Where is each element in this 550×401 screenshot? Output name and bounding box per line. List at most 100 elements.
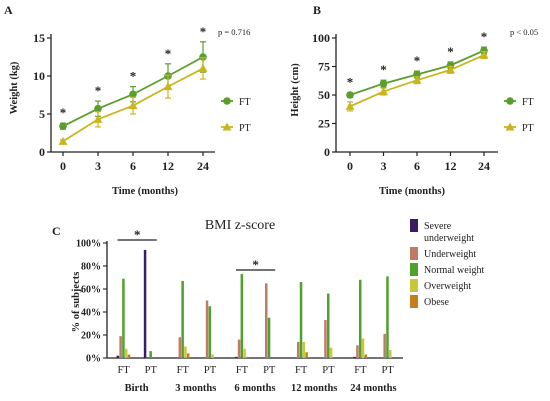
bmi-bar-normal-weight xyxy=(240,274,244,358)
bmi-bar-overweight xyxy=(302,341,306,358)
bmi-bar-overweight xyxy=(389,349,392,358)
bmi-bar-severe-underweight xyxy=(116,355,120,358)
bmi-bar-normal-weight xyxy=(267,317,271,358)
bmi-legend-swatch-severe-underweight xyxy=(410,219,418,232)
bmi-bar-underweight xyxy=(178,337,182,358)
bmi-chart: 0% 20% 40% 60% 80% 100% FT PT Birth FT PT 3 months F… xyxy=(76,219,484,394)
weight-x-tick-label: 0 xyxy=(60,159,66,173)
height-pt-point xyxy=(379,87,388,96)
bmi-bar-overweight xyxy=(329,347,333,358)
height-significance-star: * xyxy=(380,62,387,77)
weight-significance-star: * xyxy=(130,69,137,84)
bmi-bar-obese xyxy=(364,354,368,358)
height-y-tick-label: 0 xyxy=(324,145,330,159)
weight-x-tick-label: 6 xyxy=(130,159,136,173)
height-y-axis-title: Height (cm) xyxy=(290,63,301,117)
weight-legend-ft-label: FT xyxy=(239,97,251,108)
bmi-bar-overweight xyxy=(243,348,246,358)
weight-pt-point xyxy=(58,136,68,145)
height-x-tick-label: 6 xyxy=(414,159,420,173)
height-ft-point xyxy=(379,79,388,88)
bmi-significance-star: * xyxy=(134,227,141,242)
bmi-subgroup-label: PT xyxy=(381,365,394,376)
height-pt-point xyxy=(479,50,489,59)
bmi-subgroup-label: FT xyxy=(354,365,367,376)
bmi-bar-severe-underweight xyxy=(234,356,238,358)
height-legend-pt-marker xyxy=(505,122,515,131)
bmi-subgroup-label: PT xyxy=(263,365,276,376)
bmi-chart-title: BMI z-score xyxy=(205,218,275,233)
bmi-bar-underweight xyxy=(356,345,359,358)
bmi-significance-star: * xyxy=(252,257,259,272)
height-legend-pt-label: PT xyxy=(522,123,534,134)
bmi-bar-normal-weight xyxy=(149,351,152,358)
weight-x-tick-label: 12 xyxy=(162,159,174,173)
height-significance-star: * xyxy=(414,53,421,68)
bmi-legend-swatch-normal-weight xyxy=(410,263,418,276)
height-x-tick-label: 3 xyxy=(381,159,387,173)
bmi-bar-normal-weight xyxy=(208,306,212,358)
weight-y-tick-label: 0 xyxy=(39,145,45,159)
weight-significance-star: * xyxy=(60,105,67,120)
height-significance-star: * xyxy=(481,29,488,44)
bmi-subgroup-label: PT xyxy=(322,365,335,376)
bmi-bar-normal-weight xyxy=(122,278,125,358)
bmi-legend-label-severe-underweight: Severe underweight xyxy=(424,221,474,244)
bmi-group-label: 12 months xyxy=(291,383,337,394)
bmi-bar-underweight xyxy=(205,300,209,358)
height-y-tick-label: 75 xyxy=(318,60,330,74)
bmi-bar-normal-weight xyxy=(358,279,362,358)
weight-pt-point xyxy=(128,101,138,110)
bmi-bar-obese xyxy=(127,354,131,358)
bmi-bar-normal-weight xyxy=(299,282,303,358)
weight-x-tick-label: 24 xyxy=(197,159,209,173)
bmi-bar-overweight xyxy=(124,348,128,358)
bmi-bar-underweight xyxy=(237,339,241,358)
bmi-bar-obese xyxy=(305,352,308,358)
bmi-bar-obese xyxy=(246,356,249,358)
bmi-legend-swatch-overweight xyxy=(410,279,418,292)
height-x-tick-label: 0 xyxy=(347,159,353,173)
weight-ft-point xyxy=(94,104,102,113)
bmi-group-label: 24 months xyxy=(350,383,396,394)
weight-pt-point xyxy=(198,63,208,72)
bmi-subgroup-label: FT xyxy=(117,365,130,376)
height-pt-point xyxy=(446,65,455,74)
bmi-subgroup-label: PT xyxy=(204,365,217,376)
height-pt-point xyxy=(345,101,355,110)
bmi-bar-underweight xyxy=(296,341,300,358)
height-chart: 0 25 50 75 100 0 3 6 12 24 * * * * * FT PT xyxy=(312,29,534,173)
bmi-legend-label-overweight: Overweight xyxy=(424,281,471,292)
bmi-bar-overweight xyxy=(184,346,187,358)
height-ft-point xyxy=(480,46,488,55)
height-y-tick-label: 50 xyxy=(318,88,330,102)
weight-ft-point xyxy=(59,122,67,130)
bmi-bar-underweight xyxy=(265,283,268,358)
bmi-subgroup-label: FT xyxy=(295,365,308,376)
bmi-y-tick-label: 80% xyxy=(81,262,101,273)
weight-x-tick-label: 3 xyxy=(95,159,101,173)
bmi-y-axis-title: % of subjects xyxy=(71,272,82,333)
panel-c-letter: C xyxy=(52,224,61,238)
bmi-legend-label-obese: Obese xyxy=(424,297,450,308)
panel-a-letter: A xyxy=(4,3,13,17)
weight-significance-star: * xyxy=(200,24,207,39)
bmi-bar-obese xyxy=(186,353,190,358)
weight-pt-point xyxy=(93,114,103,123)
height-ft-point xyxy=(346,91,354,99)
bmi-y-tick-label: 100% xyxy=(76,239,101,250)
weight-p-value: p = 0.716 xyxy=(218,27,250,37)
weight-legend-ft-marker xyxy=(223,97,231,105)
height-legend-ft-marker xyxy=(506,97,514,105)
bmi-bar-normal-weight xyxy=(327,293,330,358)
bmi-legend-label-underweight: Underweight xyxy=(424,249,476,260)
bmi-legend-swatch-obese xyxy=(410,295,418,308)
weight-pt-point xyxy=(163,82,173,91)
bmi-y-tick-label: 20% xyxy=(81,331,101,342)
weight-y-tick-label: 5 xyxy=(39,107,45,121)
weight-y-tick-label: 10 xyxy=(33,69,45,83)
bmi-bar-underweight xyxy=(383,333,386,358)
bmi-bar-normal-weight xyxy=(181,280,184,358)
height-x-tick-label: 12 xyxy=(445,159,457,173)
